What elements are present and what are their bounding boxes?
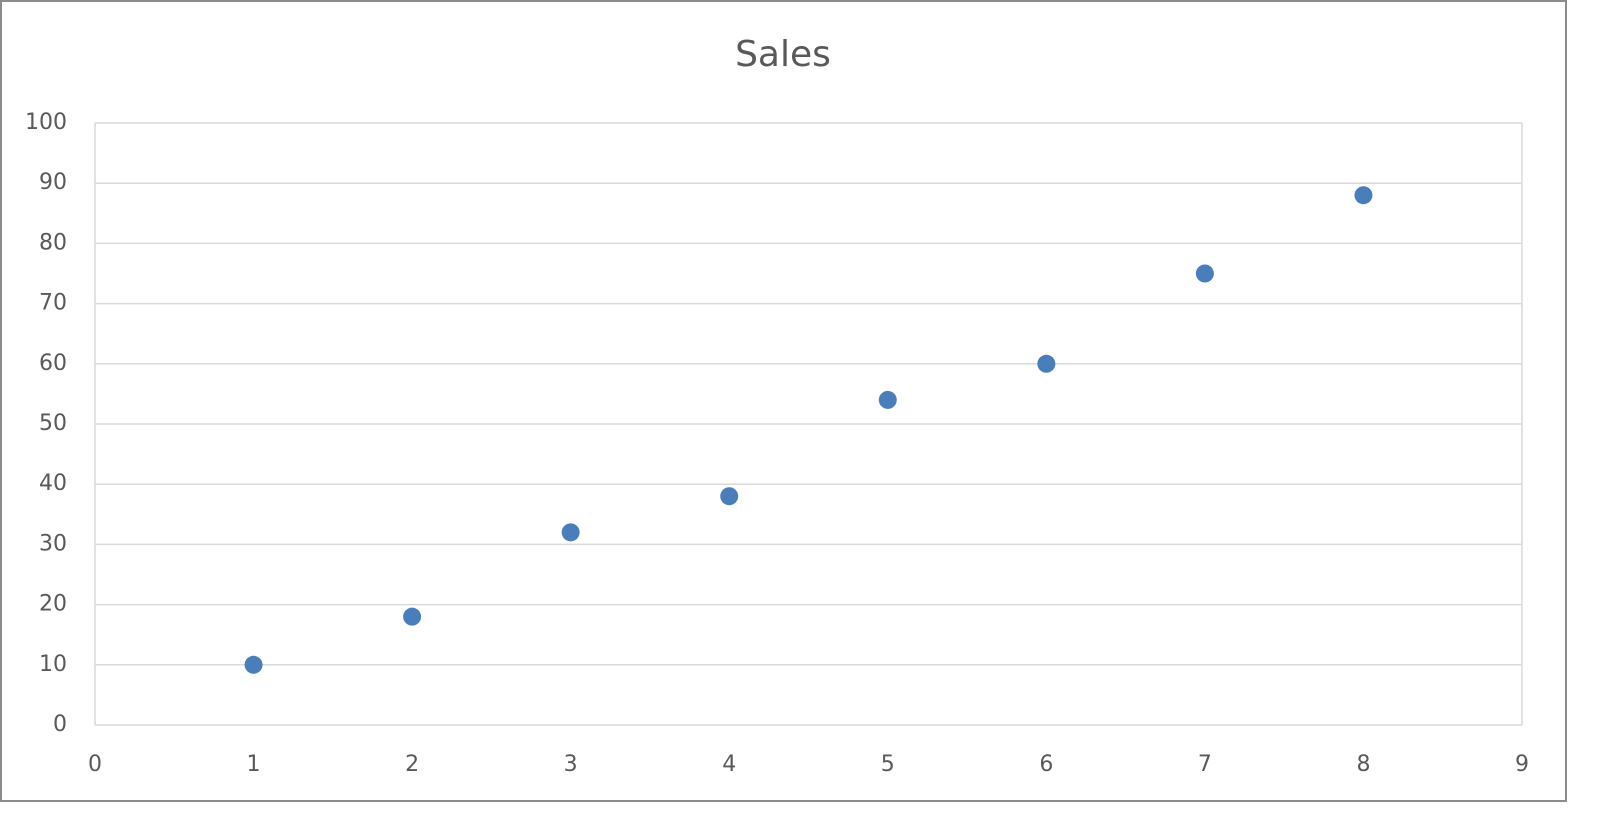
point [1354, 186, 1373, 205]
x-tick-label: 5 [881, 752, 895, 777]
y-tick-label: 40 [39, 471, 67, 496]
point [878, 390, 897, 409]
x-tick-label: 1 [247, 752, 261, 777]
point [1195, 264, 1214, 283]
y-tick-label: 90 [39, 170, 67, 195]
chart-title: Sales [735, 34, 831, 75]
point [561, 523, 580, 542]
x-tick-label: 0 [88, 752, 102, 777]
x-tick-label: 2 [405, 752, 419, 777]
y-tick-label: 50 [39, 411, 67, 436]
y-tick-label: 70 [39, 291, 67, 316]
x-tick-label: 8 [1356, 752, 1370, 777]
y-tick-label: 10 [39, 652, 67, 677]
point [1037, 354, 1056, 373]
y-tick-label: 100 [25, 110, 67, 135]
x-tick-label: 7 [1198, 752, 1212, 777]
y-tick-label: 60 [39, 351, 67, 376]
chart-border [0, 0, 1567, 802]
y-tick-label: 0 [53, 712, 67, 737]
y-tick-label: 80 [39, 230, 67, 255]
x-tick-label: 4 [722, 752, 736, 777]
point [720, 487, 739, 506]
point [403, 607, 422, 626]
y-tick-label: 20 [39, 592, 67, 617]
x-tick-label: 3 [564, 752, 578, 777]
point [244, 655, 263, 674]
y-tick-label: 30 [39, 531, 67, 556]
x-tick-label: 9 [1515, 752, 1529, 777]
x-tick-label: 6 [1039, 752, 1053, 777]
